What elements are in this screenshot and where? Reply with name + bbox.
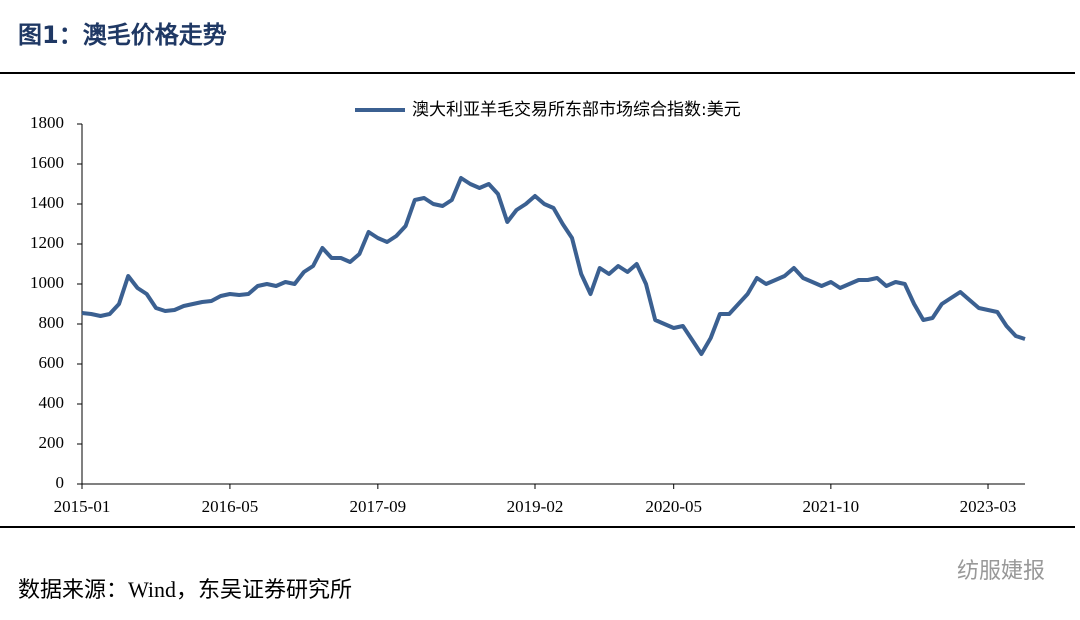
- y-tick-label: 800: [39, 313, 65, 332]
- y-tick-label: 1200: [30, 233, 64, 252]
- chart-title: 图1：澳毛价格走势: [18, 21, 227, 49]
- legend-label: 澳大利亚羊毛交易所东部市场综合指数:美元: [412, 100, 741, 120]
- y-tick-label: 1000: [30, 273, 64, 292]
- source-note: 数据来源：Wind，东吴证券研究所: [18, 577, 352, 602]
- y-tick-label: 1600: [30, 153, 64, 172]
- x-tick-label: 2019-02: [507, 497, 564, 516]
- line: [81, 176, 1026, 356]
- y-tick-label: 0: [56, 473, 65, 492]
- x-tick-label: 2023-03: [960, 497, 1017, 516]
- y-tick-label: 200: [39, 433, 65, 452]
- y-tick-label: 600: [39, 353, 65, 372]
- watermark: 纺服婕报: [957, 559, 1045, 584]
- y-tick-label: 400: [39, 393, 65, 412]
- y-tick-label: 1800: [30, 113, 64, 132]
- y-tick-label: 1400: [30, 193, 64, 212]
- x-tick-label: 2017-09: [350, 497, 407, 516]
- x-tick-label: 2021-10: [803, 497, 860, 516]
- x-tick-label: 2020-05: [645, 497, 702, 516]
- x-tick-label: 2016-05: [202, 497, 259, 516]
- x-tick-label: 2015-01: [54, 497, 111, 516]
